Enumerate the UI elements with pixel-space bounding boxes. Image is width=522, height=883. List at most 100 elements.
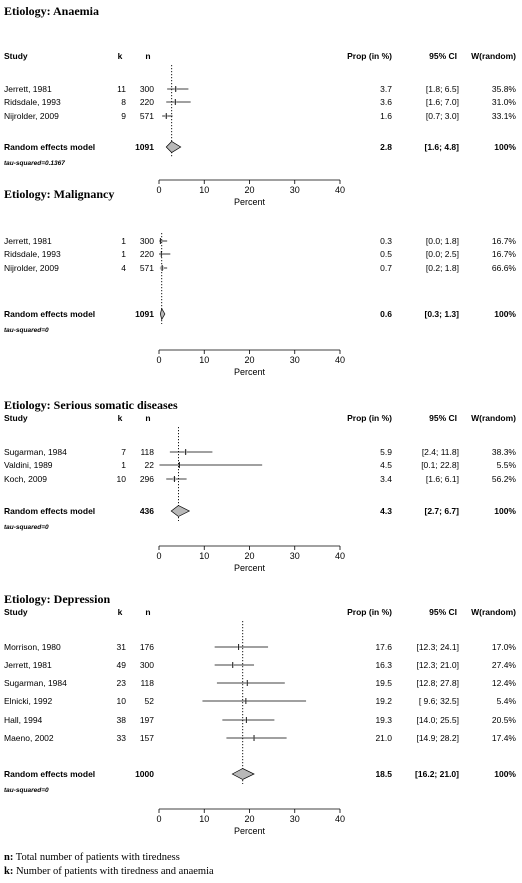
header-study: Study — [4, 607, 28, 617]
header-prop: Prop (in %) — [347, 607, 392, 617]
x-tick-label: 0 — [156, 814, 161, 824]
pooled-label: Random effects model — [4, 769, 95, 779]
pooled-ci: [2.7; 6.7] — [425, 506, 460, 516]
study-prop: 19.2 — [375, 696, 392, 706]
study-prop: 1.6 — [380, 111, 392, 121]
study-label: Sugarman, 1984 — [4, 678, 67, 688]
study-label: Maeno, 2002 — [4, 733, 54, 743]
study-label: Morrison, 1980 — [4, 642, 61, 652]
footnote-k-text: Number of patients with tiredness and an… — [15, 866, 214, 877]
study-k: 11 — [117, 84, 126, 94]
tau-squared-label: tau-squared=0 — [4, 787, 49, 794]
study-weight: 20.5% — [492, 715, 517, 725]
study-ci: [1.6; 6.1] — [426, 474, 459, 484]
header-n: n — [145, 607, 150, 617]
pooled-n: 1091 — [135, 142, 154, 152]
x-tick-label: 10 — [199, 551, 209, 561]
study-ci: [14.9; 28.2] — [416, 733, 459, 743]
pooled-ci: [16.2; 21.0] — [415, 769, 459, 779]
pooled-prop: 4.3 — [380, 506, 392, 516]
x-tick-label: 40 — [335, 814, 345, 824]
study-n: 571 — [140, 263, 154, 273]
header-ci: 95% CI — [429, 51, 457, 61]
study-ci: [ 9.6; 32.5] — [419, 696, 459, 706]
study-label: Sugarman, 1984 — [4, 447, 67, 457]
header-weight: W(random) — [471, 51, 516, 61]
header-ci: 95% CI — [429, 607, 457, 617]
header-k: k — [118, 51, 123, 61]
footnote-k: k: Number of patients with tiredness and… — [4, 866, 214, 877]
pooled-label: Random effects model — [4, 309, 95, 319]
pooled-label: Random effects model — [4, 506, 95, 516]
x-tick-label: 30 — [290, 551, 300, 561]
study-n: 220 — [140, 97, 154, 107]
footnote-n-key: n: — [4, 852, 14, 863]
study-n: 52 — [145, 696, 155, 706]
study-prop: 17.6 — [375, 642, 392, 652]
study-ci: [0.0; 2.5] — [426, 249, 459, 259]
study-weight: 35.8% — [492, 84, 517, 94]
header-ci: 95% CI — [429, 413, 457, 423]
tau-squared-label: tau-squared=0 — [4, 327, 49, 334]
study-label: Koch, 2009 — [4, 474, 47, 484]
x-axis-label: Percent — [234, 563, 266, 573]
study-weight: 56.2% — [492, 474, 517, 484]
study-prop: 4.5 — [380, 460, 392, 470]
header-prop: Prop (in %) — [347, 413, 392, 423]
study-k: 31 — [117, 642, 127, 652]
study-prop: 19.5 — [375, 678, 392, 688]
study-k: 1 — [121, 236, 126, 246]
study-weight: 5.5% — [497, 460, 517, 470]
study-ci: [0.7; 3.0] — [426, 111, 459, 121]
study-label: Valdini, 1989 — [4, 460, 53, 470]
pooled-prop: 2.8 — [380, 142, 392, 152]
pooled-prop: 18.5 — [375, 769, 392, 779]
study-k: 49 — [117, 660, 127, 670]
panel-title: Etiology: Depression — [4, 592, 110, 606]
header-weight: W(random) — [471, 607, 516, 617]
study-ci: [0.1; 22.8] — [421, 460, 459, 470]
x-tick-label: 0 — [156, 551, 161, 561]
x-tick-label: 20 — [244, 551, 254, 561]
pooled-n: 436 — [140, 506, 154, 516]
study-ci: [0.0; 1.8] — [426, 236, 459, 246]
study-prop: 3.7 — [380, 84, 392, 94]
study-n: 300 — [140, 660, 154, 670]
study-ci: [12.3; 24.1] — [416, 642, 459, 652]
x-axis-label: Percent — [234, 197, 266, 207]
study-k: 10 — [117, 474, 127, 484]
study-ci: [14.0; 25.5] — [416, 715, 459, 725]
study-k: 10 — [117, 696, 127, 706]
pooled-n: 1000 — [135, 769, 154, 779]
study-prop: 19.3 — [375, 715, 392, 725]
study-ci: [2.4; 11.8] — [422, 447, 459, 457]
study-label: Nijrolder, 2009 — [4, 263, 59, 273]
study-weight: 5.4% — [497, 696, 517, 706]
study-label: Jerrett, 1981 — [4, 236, 52, 246]
study-k: 23 — [117, 678, 127, 688]
pooled-weight: 100% — [494, 769, 516, 779]
study-label: Ridsdale, 1993 — [4, 249, 61, 259]
study-weight: 33.1% — [492, 111, 517, 121]
footnote-k-key: k: — [4, 866, 14, 877]
footnote-n: n: Total number of patients with tiredne… — [4, 852, 180, 863]
study-k: 1 — [121, 460, 126, 470]
x-tick-label: 0 — [156, 355, 161, 365]
study-k: 7 — [121, 447, 126, 457]
study-prop: 0.7 — [380, 263, 392, 273]
study-weight: 31.0% — [492, 97, 517, 107]
study-n: 220 — [140, 249, 154, 259]
x-tick-label: 10 — [199, 355, 209, 365]
study-n: 571 — [140, 111, 154, 121]
tau-squared-label: tau-squared=0.1367 — [4, 160, 65, 167]
study-n: 118 — [140, 447, 154, 457]
study-label: Elnicki, 1992 — [4, 696, 52, 706]
study-n: 296 — [140, 474, 154, 484]
study-k: 8 — [121, 97, 126, 107]
x-tick-label: 20 — [244, 185, 254, 195]
header-n: n — [145, 413, 150, 423]
